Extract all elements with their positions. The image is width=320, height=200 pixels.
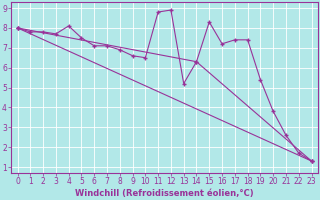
X-axis label: Windchill (Refroidissement éolien,°C): Windchill (Refroidissement éolien,°C) [75, 189, 254, 198]
